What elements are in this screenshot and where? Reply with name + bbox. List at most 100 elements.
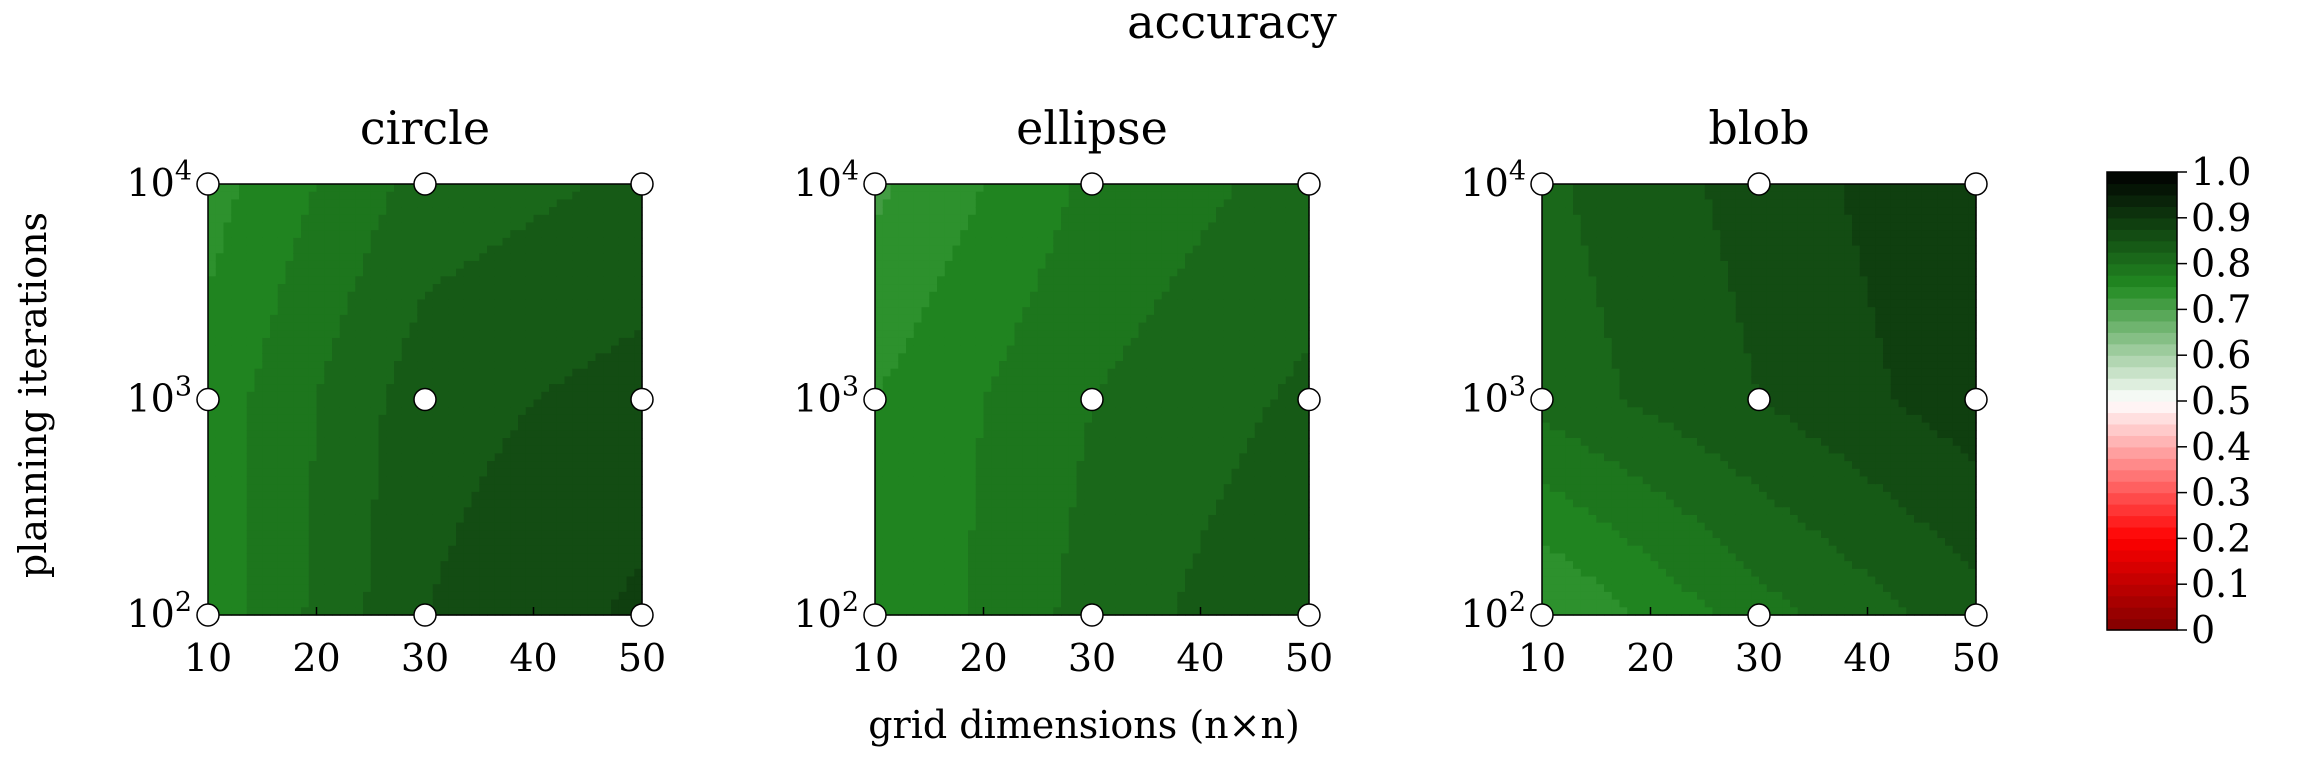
- x-tick-label: 30: [1735, 636, 1783, 680]
- sample-point-marker: [1297, 387, 1321, 412]
- x-tick-label: 10: [1518, 636, 1566, 680]
- colorbar-level: [2107, 481, 2177, 494]
- y-tick-base: 10: [793, 592, 841, 636]
- colorbar-level: [2107, 584, 2177, 597]
- subplot-title: blob: [1708, 101, 1809, 155]
- y-tick-label: 103: [126, 372, 192, 421]
- colorbar-level: [2107, 469, 2177, 482]
- sample-point-marker: [630, 387, 654, 412]
- sample-point-marker: [1080, 387, 1104, 412]
- y-tick-label: 102: [793, 587, 859, 636]
- colorbar-level: [2107, 309, 2177, 322]
- sample-point-marker: [1080, 603, 1104, 627]
- y-tick-base: 10: [126, 161, 174, 205]
- colorbar-level: [2107, 343, 2177, 356]
- y-tick-label: 104: [126, 156, 192, 205]
- x-tick-label: 10: [184, 636, 232, 680]
- colorbar-level: [2107, 389, 2177, 402]
- sample-point-marker: [413, 603, 437, 627]
- colorbar-level: [2107, 538, 2177, 551]
- colorbar-level: [2107, 275, 2177, 288]
- y-tick-exponent: 3: [842, 372, 859, 403]
- colorbar-tick-label: 0.1: [2191, 562, 2251, 606]
- colorbar-level: [2107, 355, 2177, 368]
- y-tick-exponent: 4: [842, 156, 859, 187]
- colorbar: 00.10.20.30.40.50.60.70.80.91.0: [2106, 150, 2251, 652]
- contour-field: [875, 184, 1310, 616]
- x-tick-label: 40: [509, 636, 557, 680]
- colorbar-level: [2107, 595, 2177, 608]
- y-axis-label: planning iterations: [11, 212, 55, 578]
- colorbar-level: [2107, 401, 2177, 414]
- colorbar-tick-label: 0.3: [2191, 471, 2251, 515]
- sample-point-marker: [863, 172, 887, 196]
- sample-point-marker: [1964, 603, 1988, 627]
- x-tick-label: 20: [1626, 636, 1674, 680]
- sample-point-marker: [1530, 172, 1554, 196]
- sample-point-marker: [630, 603, 654, 627]
- y-tick-label: 104: [793, 156, 859, 205]
- colorbar-level: [2107, 572, 2177, 585]
- colorbar-level: [2107, 549, 2177, 562]
- sample-point-marker: [413, 387, 437, 412]
- colorbar-tick-label: 0.7: [2191, 287, 2251, 331]
- sample-point-marker: [196, 603, 220, 627]
- colorbar-tick-label: 0.8: [2191, 242, 2251, 286]
- colorbar-tick-label: 0.9: [2191, 196, 2251, 240]
- y-tick-label: 102: [1460, 587, 1526, 636]
- x-tick-label: 50: [1952, 636, 2000, 680]
- colorbar-level: [2107, 263, 2177, 276]
- colorbar-level: [2107, 366, 2177, 379]
- y-tick-exponent: 3: [175, 372, 192, 403]
- y-tick-label: 102: [126, 587, 192, 636]
- colorbar-tick-label: 0.5: [2191, 379, 2251, 423]
- colorbar-level: [2107, 446, 2177, 459]
- y-tick-label: 103: [793, 372, 859, 421]
- sample-point-marker: [196, 387, 220, 412]
- colorbar-level: [2107, 435, 2177, 448]
- subplot-title: ellipse: [1016, 101, 1168, 155]
- x-tick-label: 40: [1843, 636, 1891, 680]
- y-tick-base: 10: [793, 161, 841, 205]
- y-tick-exponent: 3: [1509, 372, 1526, 403]
- sample-point-marker: [1080, 172, 1104, 196]
- colorbar-tick-label: 0.6: [2191, 333, 2251, 377]
- colorbar-level: [2107, 561, 2177, 574]
- y-tick-base: 10: [1460, 592, 1508, 636]
- sample-point-marker: [1530, 603, 1554, 627]
- y-tick-base: 10: [126, 592, 174, 636]
- colorbar-level: [2107, 229, 2177, 242]
- colorbar-tick-label: 0.4: [2191, 425, 2251, 469]
- colorbar-level: [2107, 172, 2177, 185]
- sample-point-marker: [1530, 387, 1554, 412]
- contour-field: [208, 184, 643, 616]
- sample-point-marker: [1747, 172, 1771, 196]
- colorbar-level: [2107, 183, 2177, 196]
- colorbar-level: [2107, 412, 2177, 425]
- x-axis-label: grid dimensions (n×n): [868, 703, 1300, 747]
- sample-point-marker: [863, 603, 887, 627]
- y-tick-base: 10: [793, 377, 841, 421]
- colorbar-level: [2107, 504, 2177, 517]
- y-tick-base: 10: [1460, 161, 1508, 205]
- y-tick-exponent: 2: [842, 587, 859, 618]
- colorbar-level: [2107, 194, 2177, 207]
- x-tick-label: 10: [851, 636, 899, 680]
- y-tick-label: 103: [1460, 372, 1526, 421]
- colorbar-level: [2107, 286, 2177, 299]
- colorbar-level: [2107, 320, 2177, 333]
- y-tick-base: 10: [1460, 377, 1508, 421]
- x-tick-label: 40: [1176, 636, 1224, 680]
- colorbar-level: [2107, 332, 2177, 345]
- colorbar-tick-label: 0: [2191, 608, 2215, 652]
- y-tick-exponent: 2: [1509, 587, 1526, 618]
- sample-point-marker: [1964, 172, 1988, 196]
- sample-point-marker: [413, 172, 437, 196]
- sample-point-marker: [630, 172, 654, 196]
- x-tick-label: 20: [959, 636, 1007, 680]
